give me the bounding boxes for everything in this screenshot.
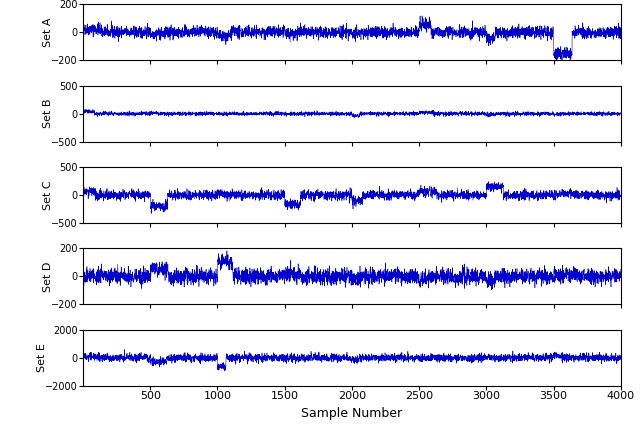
Y-axis label: Set C: Set C bbox=[44, 180, 53, 210]
X-axis label: Sample Number: Sample Number bbox=[301, 407, 403, 420]
Y-axis label: Set E: Set E bbox=[37, 343, 47, 372]
Y-axis label: Set B: Set B bbox=[44, 99, 53, 128]
Y-axis label: Set A: Set A bbox=[44, 17, 53, 47]
Y-axis label: Set D: Set D bbox=[44, 261, 53, 292]
